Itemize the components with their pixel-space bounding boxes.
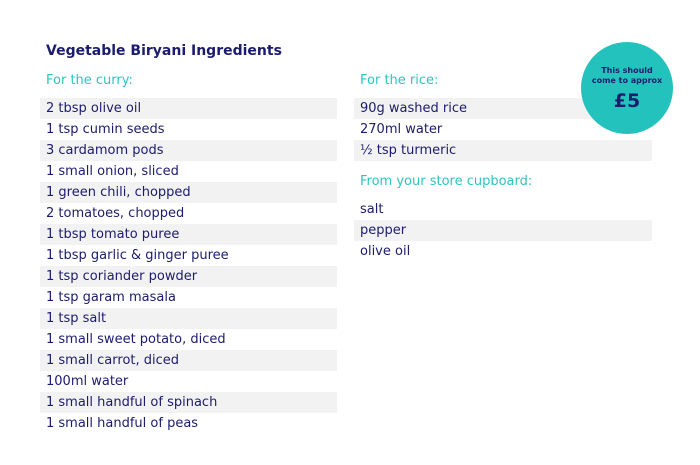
rice-item: ½ tsp turmeric: [354, 140, 652, 161]
page-title: Vegetable Biryani Ingredients: [46, 43, 282, 59]
curry-item: 1 small carrot, diced: [40, 350, 337, 371]
curry-item: 2 tomatoes, chopped: [46, 206, 185, 221]
rice-column: For the rice: 90g washed rice 270ml wate…: [354, 70, 652, 262]
price-badge: This should come to approx £5: [581, 42, 673, 134]
cupboard-item: salt: [360, 202, 384, 217]
curry-item: 1 small sweet potato, diced: [46, 332, 226, 347]
curry-item: 3 cardamom pods: [40, 140, 337, 161]
rice-heading: For the rice:: [360, 73, 439, 88]
curry-item: 1 tbsp garlic & ginger puree: [46, 248, 229, 263]
curry-item: 1 green chili, chopped: [40, 182, 337, 203]
curry-column: For the curry: 2 tbsp olive oil 1 tsp cu…: [40, 70, 337, 434]
curry-item: 1 tsp coriander powder: [40, 266, 337, 287]
cupboard-item: pepper: [354, 220, 652, 241]
curry-item: 1 tsp cumin seeds: [46, 122, 165, 137]
curry-item: 1 small handful of spinach: [40, 392, 337, 413]
cupboard-heading: From your store cupboard:: [360, 174, 533, 189]
curry-item: 1 small handful of peas: [46, 416, 199, 431]
cupboard-item: olive oil: [360, 244, 411, 259]
curry-item: 100ml water: [46, 374, 129, 389]
rice-item: 270ml water: [360, 122, 443, 137]
curry-item: 1 tbsp tomato puree: [40, 224, 337, 245]
price-badge-text: This should come to approx: [591, 66, 663, 85]
price-badge-amount: £5: [613, 90, 641, 112]
curry-item: 1 small onion, sliced: [46, 164, 179, 179]
curry-item: 1 tsp salt: [40, 308, 337, 329]
rice-item: 90g washed rice: [354, 98, 652, 119]
curry-heading: For the curry:: [46, 73, 133, 88]
curry-item: 2 tbsp olive oil: [40, 98, 337, 119]
curry-item: 1 tsp garam masala: [46, 290, 176, 305]
